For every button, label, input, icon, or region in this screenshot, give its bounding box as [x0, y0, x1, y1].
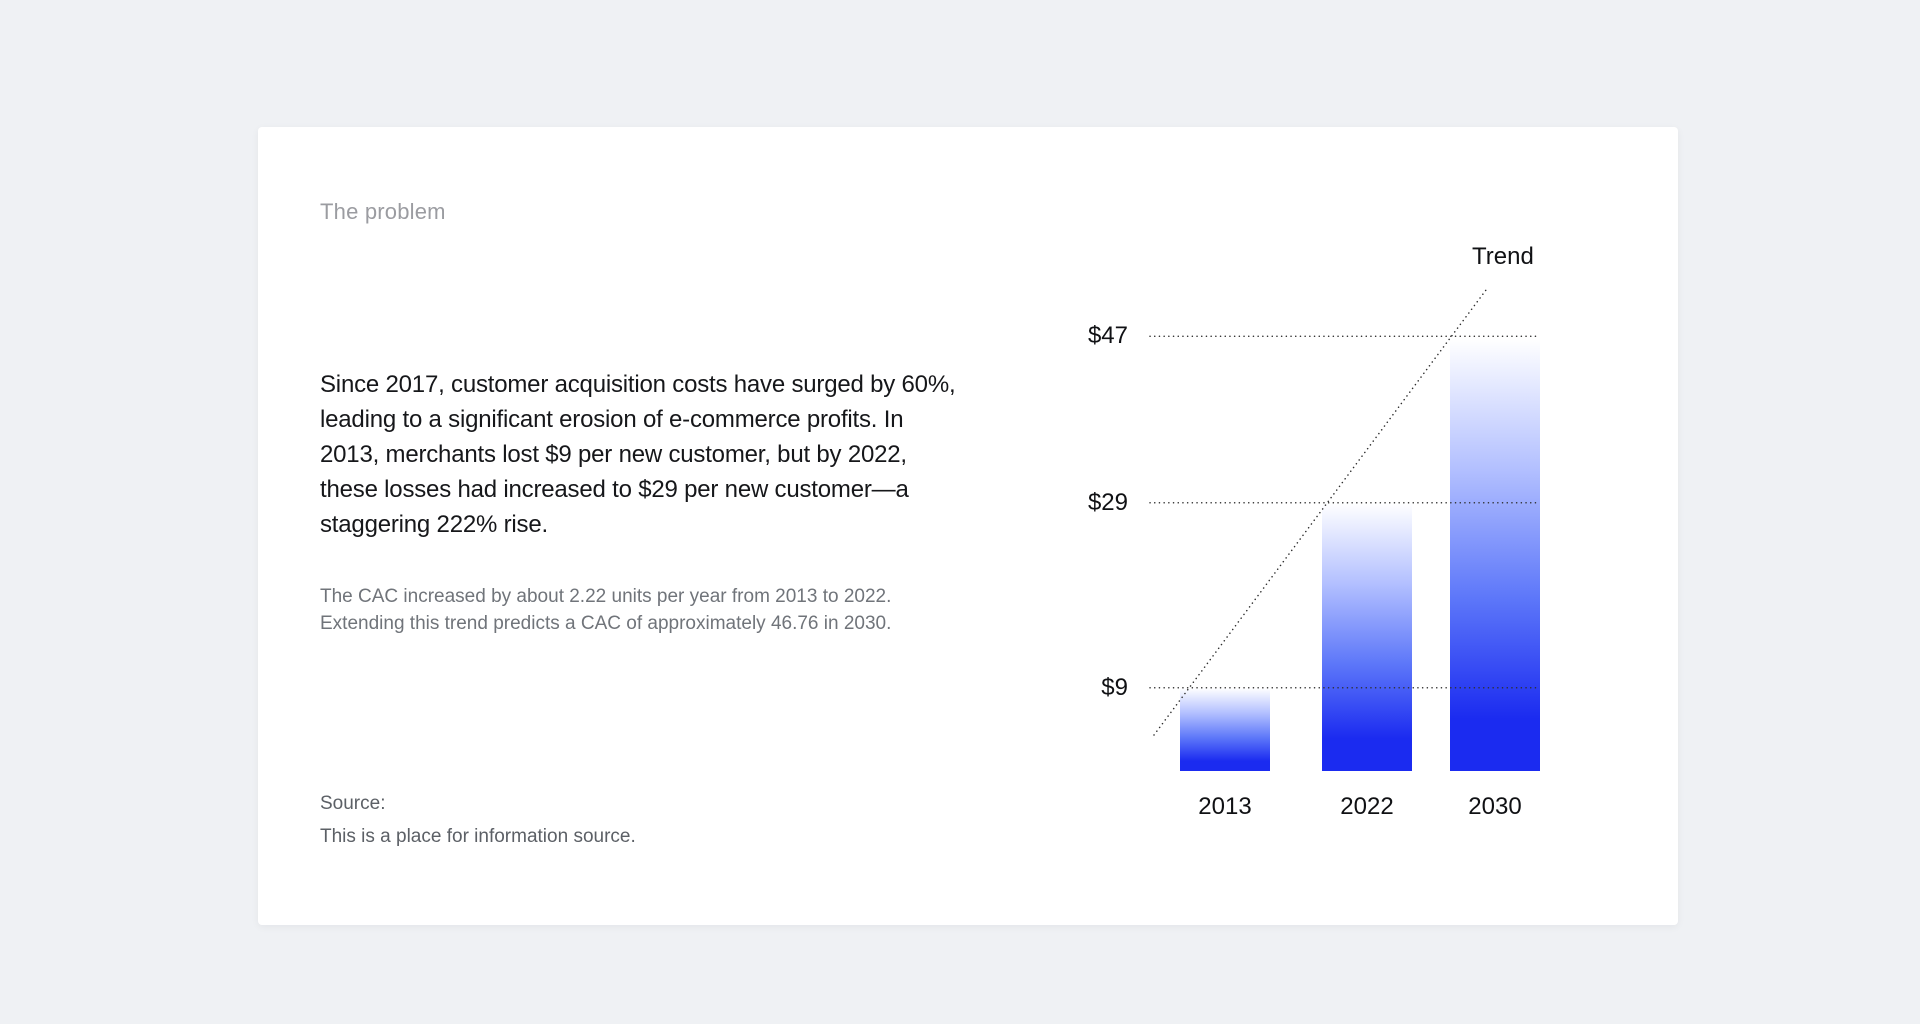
bar-2013 — [1180, 687, 1270, 771]
source-block: Source: This is a place for information … — [320, 787, 636, 853]
y-axis-label-$47: $47 — [1087, 322, 1128, 350]
source-label: Source: — [320, 793, 386, 814]
trend-label: Trend — [1472, 243, 1534, 270]
y-axis-label-$29: $29 — [1087, 488, 1128, 516]
trend-note: The CAC increased by about 2.22 units pe… — [320, 586, 892, 634]
slide-card: The problem Since 2017, customer acquisi… — [258, 127, 1678, 925]
x-axis-label-2013: 2013 — [1198, 793, 1252, 820]
y-axis-label-$9: $9 — [1101, 673, 1128, 701]
section-label: The problem — [320, 199, 446, 224]
x-axis-label-2022: 2022 — [1340, 793, 1394, 820]
x-axis-label-2030: 2030 — [1468, 793, 1522, 820]
source-text: This is a place for information source. — [320, 826, 636, 847]
cac-bar-chart: Trend 2013 2022 2030 $9 $29 $47 — [258, 127, 1678, 925]
bar-2022 — [1322, 502, 1412, 771]
problem-statement: Since 2017, customer acquisition costs h… — [320, 371, 956, 538]
bar-2030 — [1450, 338, 1540, 771]
